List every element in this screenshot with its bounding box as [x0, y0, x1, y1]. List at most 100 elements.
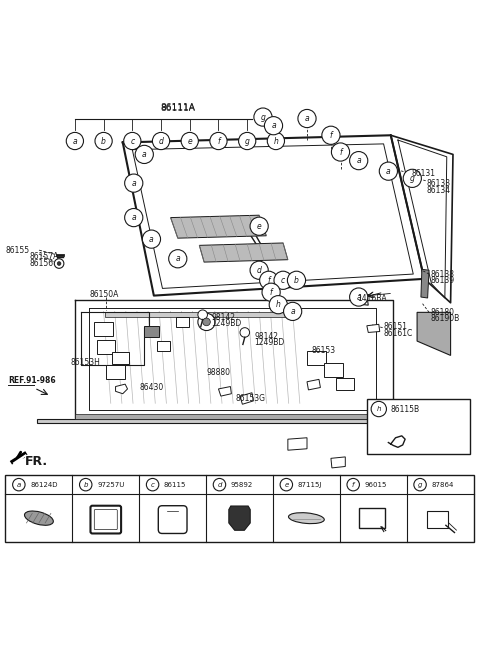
Circle shape	[198, 314, 215, 331]
Text: 86115B: 86115B	[391, 404, 420, 414]
Text: a: a	[72, 137, 77, 145]
Text: c: c	[281, 276, 285, 285]
Circle shape	[349, 288, 368, 306]
Text: a: a	[142, 150, 146, 159]
FancyBboxPatch shape	[307, 351, 326, 365]
Text: a: a	[290, 307, 295, 316]
FancyBboxPatch shape	[336, 378, 354, 390]
FancyBboxPatch shape	[360, 508, 385, 528]
FancyBboxPatch shape	[176, 317, 189, 328]
Polygon shape	[229, 506, 250, 530]
FancyBboxPatch shape	[97, 340, 115, 353]
Circle shape	[298, 109, 316, 127]
Circle shape	[264, 117, 283, 135]
Polygon shape	[170, 215, 266, 238]
FancyBboxPatch shape	[158, 506, 187, 534]
FancyBboxPatch shape	[367, 398, 470, 453]
Text: 86150A: 86150A	[89, 290, 119, 298]
Circle shape	[239, 133, 256, 150]
Text: e: e	[284, 481, 288, 488]
Text: 1249BD: 1249BD	[254, 338, 285, 347]
Text: f: f	[339, 148, 342, 156]
Text: d: d	[158, 137, 164, 145]
Text: h: h	[274, 137, 278, 145]
Text: f: f	[267, 276, 270, 285]
Polygon shape	[367, 324, 380, 332]
Circle shape	[347, 479, 360, 491]
Text: c: c	[130, 137, 134, 145]
Text: 86161C: 86161C	[384, 329, 413, 338]
Text: f: f	[330, 131, 332, 140]
Text: a: a	[356, 292, 361, 302]
Polygon shape	[240, 392, 253, 404]
Text: 86190B: 86190B	[431, 314, 460, 323]
Text: g: g	[418, 481, 422, 488]
Text: 86115: 86115	[164, 481, 186, 488]
FancyBboxPatch shape	[427, 511, 448, 528]
Circle shape	[403, 169, 421, 188]
Text: a: a	[356, 156, 361, 165]
Text: b: b	[84, 481, 88, 488]
Text: g: g	[410, 174, 415, 183]
Circle shape	[198, 310, 207, 320]
Text: g: g	[261, 113, 265, 121]
Circle shape	[262, 283, 280, 302]
Circle shape	[240, 328, 250, 337]
Text: FR.: FR.	[24, 455, 48, 468]
Text: e: e	[187, 137, 192, 145]
Text: 95892: 95892	[231, 481, 253, 488]
Circle shape	[143, 230, 160, 248]
Text: d: d	[257, 266, 262, 274]
Text: 87864: 87864	[432, 481, 454, 488]
FancyBboxPatch shape	[94, 510, 117, 530]
Text: 86156: 86156	[29, 259, 54, 268]
Polygon shape	[116, 384, 128, 394]
Text: 86153: 86153	[312, 346, 336, 355]
Text: 86180: 86180	[431, 308, 455, 317]
FancyBboxPatch shape	[157, 341, 170, 351]
Circle shape	[414, 479, 426, 491]
Text: 86155: 86155	[5, 245, 30, 255]
FancyBboxPatch shape	[94, 322, 113, 336]
FancyBboxPatch shape	[90, 506, 121, 534]
Polygon shape	[75, 414, 403, 418]
Text: f: f	[217, 137, 220, 145]
FancyBboxPatch shape	[106, 365, 125, 379]
Ellipse shape	[288, 512, 324, 524]
FancyBboxPatch shape	[112, 352, 129, 364]
Circle shape	[12, 479, 25, 491]
Text: 1249BD: 1249BD	[211, 319, 241, 328]
Circle shape	[213, 479, 226, 491]
Circle shape	[125, 174, 143, 192]
Circle shape	[284, 302, 302, 320]
Polygon shape	[199, 243, 288, 262]
Circle shape	[80, 479, 92, 491]
Text: 86111A: 86111A	[160, 105, 195, 113]
Circle shape	[168, 250, 187, 268]
Text: h: h	[376, 406, 381, 412]
Text: 1416BA: 1416BA	[357, 294, 387, 304]
FancyBboxPatch shape	[144, 326, 158, 337]
Circle shape	[95, 133, 112, 150]
Text: 86153H: 86153H	[70, 358, 100, 367]
Circle shape	[125, 208, 143, 227]
Text: 98142: 98142	[254, 332, 278, 341]
Text: a: a	[149, 235, 154, 243]
Text: 86133: 86133	[427, 178, 451, 188]
Text: a: a	[17, 481, 21, 488]
Circle shape	[66, 133, 84, 150]
Polygon shape	[421, 269, 429, 298]
Text: 98142: 98142	[211, 313, 235, 322]
Text: a: a	[132, 213, 136, 222]
Text: 86151: 86151	[384, 322, 408, 332]
Circle shape	[269, 296, 288, 314]
Circle shape	[267, 133, 285, 150]
Polygon shape	[105, 312, 292, 317]
FancyBboxPatch shape	[5, 475, 474, 542]
Text: 86138: 86138	[431, 270, 455, 278]
Circle shape	[124, 133, 141, 150]
Polygon shape	[331, 457, 345, 468]
Circle shape	[260, 271, 278, 289]
Text: 86430: 86430	[140, 383, 164, 392]
Text: 86124D: 86124D	[30, 481, 58, 488]
